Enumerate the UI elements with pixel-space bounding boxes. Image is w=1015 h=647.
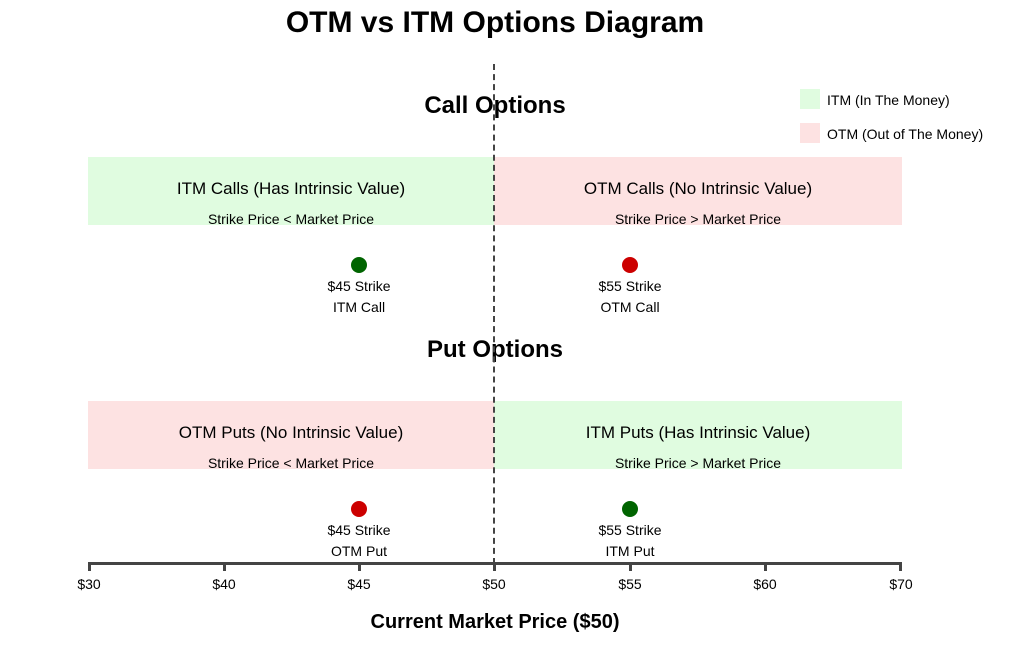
legend-otm-swatch (800, 123, 820, 143)
tick-label-55: $55 (618, 576, 642, 592)
itm-call-strike: $45 Strike (327, 278, 391, 294)
otm-call-marker (622, 257, 638, 273)
tick-60 (764, 562, 767, 571)
tick-30 (88, 562, 91, 571)
itm-put-strike: $55 Strike (598, 522, 662, 538)
tick-55 (629, 562, 632, 571)
tick-45 (358, 562, 361, 571)
otm-put-type: OTM Put (330, 543, 387, 559)
itm-calls-label: ITM Calls (Has Intrinsic Value) (176, 179, 406, 198)
otm-put-marker (351, 501, 367, 517)
itm-call-type: ITM Call (332, 299, 386, 315)
tick-label-40: $40 (212, 576, 236, 592)
x-axis-label: Current Market Price ($50) (370, 611, 620, 633)
legend-itm-label: ITM (In The Money) (827, 92, 950, 108)
itm-puts-condition: Strike Price > Market Price (614, 455, 782, 471)
market-price-line (493, 64, 495, 564)
itm-call-marker (351, 257, 367, 273)
otm-put-label: $45 Strike OTM Put (299, 520, 419, 562)
legend-itm-swatch (800, 89, 820, 109)
legend-otm-label: OTM (Out of The Money) (827, 126, 984, 142)
tick-label-50: $50 (482, 576, 506, 592)
tick-label-60: $60 (753, 576, 777, 592)
tick-label-70: $70 (889, 576, 913, 592)
tick-label-45: $45 (347, 576, 371, 592)
otm-put-strike: $45 Strike (327, 522, 391, 538)
otm-calls-condition: Strike Price > Market Price (614, 211, 782, 227)
itm-calls-condition: Strike Price < Market Price (207, 211, 375, 227)
otm-call-label: $55 Strike OTM Call (570, 276, 690, 318)
itm-puts-label: ITM Puts (Has Intrinsic Value) (585, 423, 811, 442)
otm-calls-label: OTM Calls (No Intrinsic Value) (583, 179, 813, 198)
itm-calls-zone: ITM Calls (Has Intrinsic Value) Strike P… (88, 157, 494, 227)
call-options-title: Call Options (424, 92, 566, 119)
itm-puts-zone: ITM Puts (Has Intrinsic Value) Strike Pr… (494, 401, 902, 471)
itm-put-marker (622, 501, 638, 517)
tick-50 (493, 562, 496, 571)
diagram-title: OTM vs ITM Options Diagram (285, 6, 705, 39)
itm-put-type: ITM Put (605, 543, 655, 559)
otm-call-strike: $55 Strike (598, 278, 662, 294)
otm-call-type: OTM Call (600, 299, 660, 315)
otm-calls-zone: OTM Calls (No Intrinsic Value) Strike Pr… (494, 157, 902, 227)
tick-label-30: $30 (77, 576, 101, 592)
itm-call-label: $45 Strike ITM Call (299, 276, 419, 318)
otm-puts-condition: Strike Price < Market Price (207, 455, 375, 471)
tick-70 (899, 562, 902, 571)
otm-puts-label: OTM Puts (No Intrinsic Value) (178, 423, 404, 442)
tick-40 (223, 562, 226, 571)
otm-puts-zone: OTM Puts (No Intrinsic Value) Strike Pri… (88, 401, 494, 471)
itm-put-label: $55 Strike ITM Put (570, 520, 690, 562)
put-options-title: Put Options (427, 336, 563, 363)
